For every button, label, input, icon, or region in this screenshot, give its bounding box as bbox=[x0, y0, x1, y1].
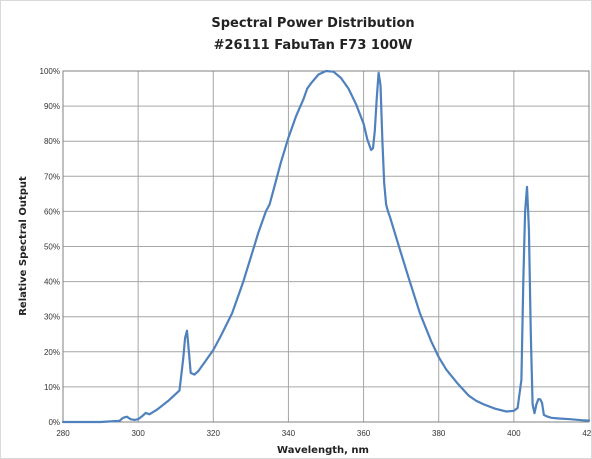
x-tick-labels: 280 300 320 340 360 380 400 420 bbox=[56, 429, 591, 438]
x-tick-label: 360 bbox=[357, 429, 371, 438]
spectral-series-line bbox=[61, 69, 591, 424]
series-layer bbox=[61, 69, 591, 424]
x-tick-label: 400 bbox=[507, 429, 521, 438]
y-tick-label: 30% bbox=[44, 313, 60, 322]
x-axis-label: Wavelength, nm bbox=[277, 445, 369, 456]
x-tick-label: 300 bbox=[131, 429, 145, 438]
x-tick-label: 320 bbox=[207, 429, 221, 438]
y-tick-label: 60% bbox=[44, 207, 60, 216]
y-tick-label: 80% bbox=[44, 137, 60, 146]
chart-title: Spectral Power Distribution bbox=[211, 16, 414, 31]
grid-layer bbox=[62, 70, 590, 423]
x-tick-label: 380 bbox=[432, 429, 446, 438]
y-tick-labels: 0% 10% 20% 30% 40% 50% 60% 70% 80% 90% 100% bbox=[40, 67, 60, 427]
y-tick-label: 90% bbox=[44, 102, 60, 111]
y-tick-label: 50% bbox=[44, 243, 60, 252]
x-tick-label: 280 bbox=[56, 429, 70, 438]
y-tick-label: 40% bbox=[44, 278, 60, 287]
y-tick-label: 70% bbox=[44, 172, 60, 181]
x-tick-label: 340 bbox=[282, 429, 296, 438]
y-tick-label: 20% bbox=[44, 348, 60, 357]
chart-subtitle: #26111 FabuTan F73 100W bbox=[214, 38, 413, 53]
x-tick-label: 420 bbox=[582, 429, 591, 438]
y-tick-label: 0% bbox=[48, 418, 60, 427]
y-axis-label: Relative Spectral Output bbox=[18, 176, 29, 316]
y-tick-label: 10% bbox=[44, 383, 60, 392]
y-tick-label: 100% bbox=[40, 67, 60, 76]
